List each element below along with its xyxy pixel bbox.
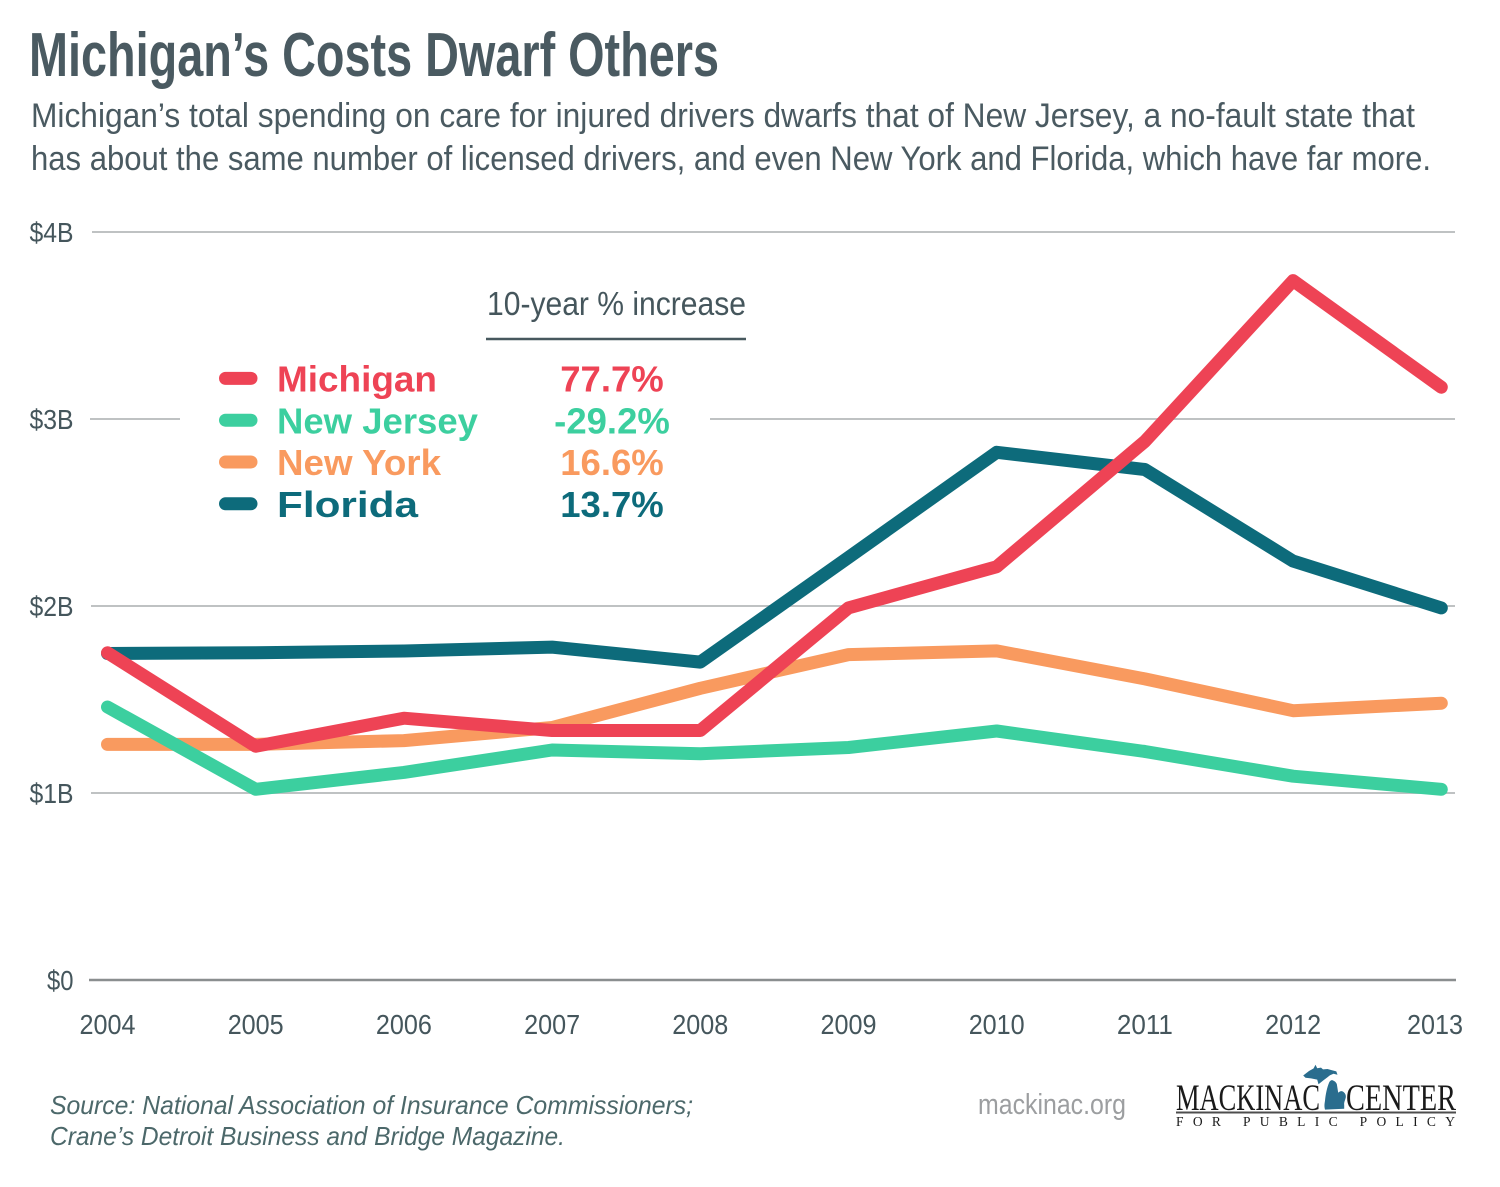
svg-text:$3B: $3B	[30, 404, 74, 435]
svg-text:2008: 2008	[672, 1009, 728, 1040]
svg-text:2010: 2010	[969, 1009, 1025, 1040]
svg-text:has about the same number of l: has about the same number of licensed dr…	[31, 140, 1431, 178]
svg-text:77.7%: 77.7%	[560, 359, 664, 400]
svg-text:Michigan: Michigan	[277, 359, 437, 400]
svg-text:$4B: $4B	[30, 217, 74, 248]
svg-text:-29.2%: -29.2%	[554, 400, 670, 441]
svg-text:$0: $0	[47, 965, 74, 996]
svg-text:FOR PUBLIC POLICY: FOR PUBLIC POLICY	[1176, 1114, 1455, 1129]
svg-text:$2B: $2B	[30, 591, 74, 622]
svg-text:New Jersey: New Jersey	[277, 400, 479, 441]
svg-text:Florida: Florida	[277, 484, 419, 525]
svg-text:Michigan’s Costs Dwarf Others: Michigan’s Costs Dwarf Others	[29, 21, 719, 90]
svg-text:2013: 2013	[1407, 1009, 1463, 1040]
svg-text:2009: 2009	[821, 1009, 877, 1040]
svg-text:mackinac.org: mackinac.org	[978, 1089, 1126, 1121]
svg-text:2004: 2004	[80, 1009, 136, 1040]
svg-text:Michigan’s total spending on c: Michigan’s total spending on care for in…	[31, 97, 1416, 135]
svg-text:Source: National Association o: Source: National Association of Insuranc…	[50, 1090, 693, 1120]
svg-text:2011: 2011	[1117, 1009, 1173, 1040]
svg-text:2005: 2005	[228, 1009, 284, 1040]
svg-text:2007: 2007	[524, 1009, 580, 1040]
svg-text:16.6%: 16.6%	[560, 442, 664, 483]
svg-text:2012: 2012	[1265, 1009, 1321, 1040]
svg-text:10-year % increase: 10-year % increase	[487, 285, 746, 322]
svg-text:2006: 2006	[376, 1009, 432, 1040]
svg-text:New York: New York	[277, 442, 442, 483]
svg-text:Crane’s Detroit Business and B: Crane’s Detroit Business and Bridge Maga…	[50, 1121, 565, 1151]
svg-text:$1B: $1B	[30, 778, 74, 809]
svg-text:13.7%: 13.7%	[560, 484, 664, 525]
